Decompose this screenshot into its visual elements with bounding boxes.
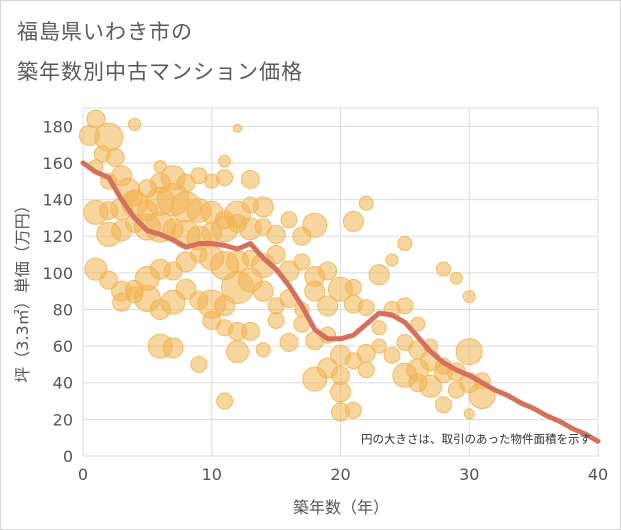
data-bubble: [99, 270, 119, 290]
data-bubble: [302, 212, 328, 238]
trend-line-layer: [80, 160, 601, 444]
data-bubble: [279, 332, 299, 352]
data-bubble: [190, 355, 208, 373]
data-bubble: [240, 169, 260, 189]
data-bubble: [105, 147, 125, 167]
data-bubble: [449, 271, 463, 285]
data-bubble: [385, 253, 399, 267]
data-bubble: [371, 338, 387, 354]
bubble-layer: [78, 109, 496, 422]
data-bubble: [304, 280, 326, 302]
bubble-size-note: 円の大きさは、取引のあった物件面積を示す: [361, 432, 591, 446]
data-bubble: [330, 381, 351, 403]
data-bubble: [436, 261, 451, 277]
y-tick-label: 40: [53, 374, 73, 393]
tick-labels: 0 10 20 30 40 0 20 40 60 80 100 120 140 160 180: [42, 117, 608, 484]
data-bubble: [463, 408, 475, 420]
data-bubble: [371, 320, 387, 336]
data-bubble: [462, 290, 476, 304]
x-tick-label: 20: [330, 465, 350, 484]
data-bubble: [280, 211, 298, 229]
x-tick-label: 10: [202, 465, 222, 484]
data-bubble: [455, 338, 483, 366]
data-bubble: [368, 264, 390, 286]
y-tick-label: 100: [42, 264, 73, 283]
data-bubble: [216, 392, 234, 410]
data-bubble: [86, 109, 106, 129]
data-bubble: [233, 123, 242, 133]
data-bubble: [318, 261, 338, 281]
data-bubble: [255, 342, 271, 358]
y-tick-label: 20: [53, 410, 73, 429]
trend-line: [80, 160, 601, 444]
y-tick-label: 180: [42, 117, 73, 136]
data-bubble: [344, 401, 362, 419]
data-bubble: [357, 299, 375, 317]
data-bubble: [218, 154, 232, 168]
data-bubble: [342, 211, 364, 233]
data-bubble: [397, 236, 413, 252]
data-bubble: [435, 396, 452, 414]
x-tick-label: 40: [588, 465, 608, 484]
chart-title-line2: 築年数別中古マンション価格: [17, 60, 303, 84]
data-bubble: [383, 346, 401, 364]
x-tick-label: 0: [78, 465, 88, 484]
chart-title-line1: 福島県いわき市の: [17, 20, 193, 44]
y-tick-label: 60: [53, 337, 73, 356]
data-bubble: [226, 340, 249, 364]
data-bubble: [252, 280, 274, 302]
data-bubble: [357, 361, 375, 379]
data-bubble: [266, 224, 286, 244]
data-bubble: [240, 321, 260, 341]
y-tick-label: 80: [53, 300, 73, 319]
data-bubble: [175, 278, 197, 300]
data-bubble: [267, 311, 285, 329]
y-tick-label: 160: [42, 154, 73, 173]
data-bubble: [293, 253, 311, 271]
data-bubble: [358, 195, 374, 211]
y-tick-label: 0: [63, 447, 73, 466]
data-bubble: [344, 278, 362, 296]
data-bubble: [408, 373, 428, 393]
y-axis-title: 坪（3.3㎡）単価（万円）: [13, 197, 32, 382]
y-tick-label: 120: [42, 227, 73, 246]
x-axis-title: 築年数（年）: [293, 498, 389, 517]
y-tick-label: 140: [42, 191, 73, 210]
data-bubble: [410, 316, 426, 332]
data-bubble: [216, 169, 234, 187]
data-bubble: [162, 337, 184, 359]
data-bubble: [252, 196, 274, 218]
data-bubble: [128, 117, 141, 131]
data-bubble: [317, 295, 339, 317]
data-bubble: [266, 245, 286, 265]
x-tick-label: 30: [459, 465, 479, 484]
